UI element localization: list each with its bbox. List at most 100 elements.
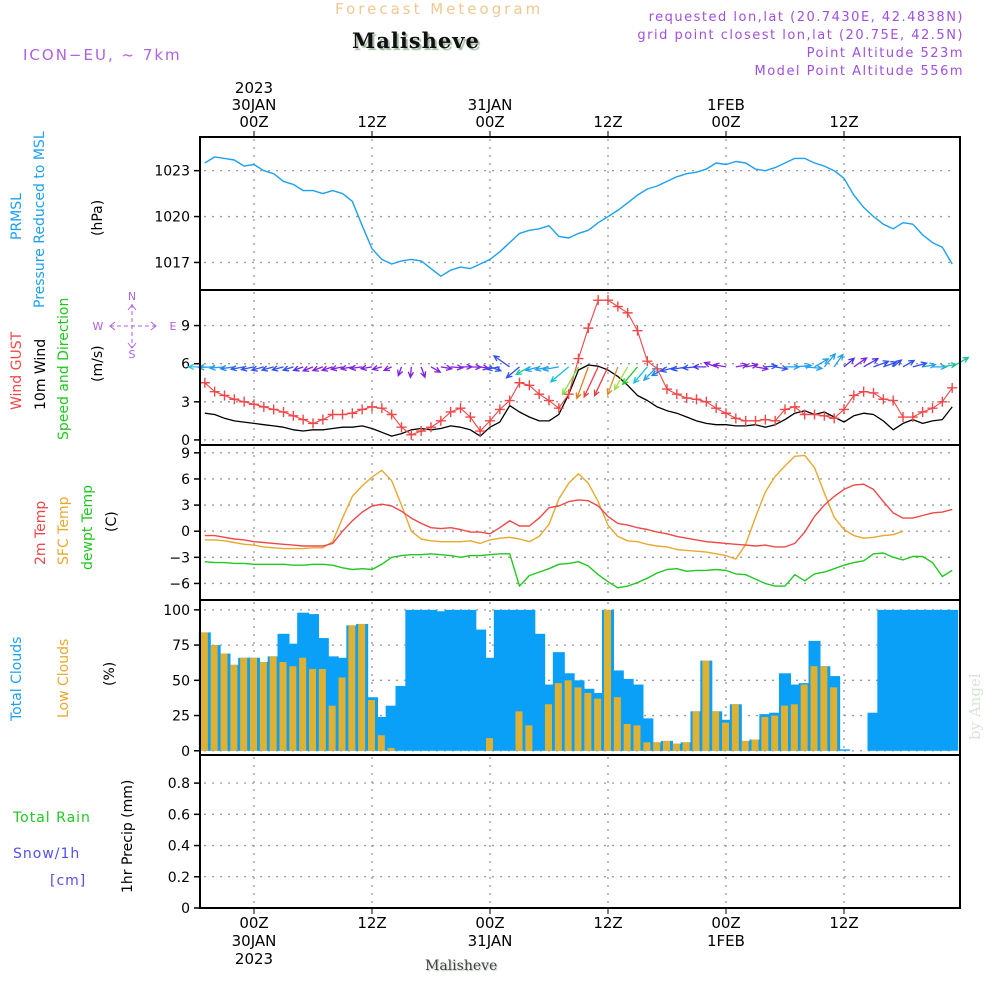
bottom-xtick-label: 31JAN <box>468 932 513 950</box>
wind-arrow <box>703 361 717 368</box>
wind-arrow <box>583 366 599 399</box>
compass-s: S <box>129 348 136 361</box>
low-cloud-bar <box>318 669 326 751</box>
wind-10m-line <box>204 364 953 437</box>
gust-marker <box>927 403 938 414</box>
wind-arrow <box>229 365 245 372</box>
wind-arrow <box>922 362 937 369</box>
low-cloud-bar <box>820 666 828 751</box>
gust-marker <box>898 412 908 423</box>
wind-arrow <box>613 366 629 391</box>
wind-arrow <box>912 361 928 368</box>
wind-arrow <box>371 364 383 372</box>
low-cloud-bar <box>259 662 267 751</box>
wind-arrow <box>489 366 503 373</box>
bottom-xtick-label: 12Z <box>357 914 386 932</box>
clouds-ytick-label: 50 <box>172 673 190 689</box>
gust-marker <box>603 295 613 306</box>
wind-arrow <box>883 360 898 368</box>
total-cloud-bar <box>464 609 477 751</box>
low-cloud-bar <box>525 725 533 751</box>
total-cloud-bar <box>385 705 398 751</box>
wind-arrow <box>359 364 373 372</box>
precip-ytick-label: 0 <box>181 901 190 917</box>
gust-markers <box>199 295 958 440</box>
requested-coords: requested lon,lat (20.7430E, 42.4838N) <box>648 10 964 25</box>
gust-marker <box>317 414 328 425</box>
low-cloud-bar <box>741 740 749 751</box>
gust-marker <box>770 415 781 426</box>
gust-marker <box>386 409 397 420</box>
gust-marker <box>504 395 515 406</box>
low-cloud-bar <box>692 711 700 751</box>
total-cloud-bar <box>946 609 959 751</box>
gust-marker <box>632 325 643 336</box>
compass-w: W <box>93 320 104 333</box>
pressure-ytick-label: 1023 <box>154 164 190 180</box>
total-cloud-bar <box>405 609 418 751</box>
low-cloud-bar <box>751 739 759 751</box>
low-cloud-bar <box>299 657 307 751</box>
gust-marker <box>514 377 525 388</box>
low-cloud-bar <box>515 711 523 751</box>
total-cloud-bar <box>877 609 890 751</box>
wind-arrow <box>823 352 837 368</box>
top-xtick-label: 12Z <box>593 113 622 131</box>
wind-arrow <box>642 366 658 382</box>
gust-marker <box>819 410 830 421</box>
low-cloud-bar <box>387 747 395 751</box>
total-cloud-bar <box>838 749 850 751</box>
top-xtick-label: 00Z <box>475 113 504 131</box>
low-cloud-bar <box>200 632 208 751</box>
gust-marker <box>622 307 633 318</box>
low-cloud-bar <box>830 687 838 751</box>
gust-marker <box>347 408 358 419</box>
wind-ytick-label: 9 <box>181 319 190 335</box>
gust-marker <box>780 404 790 415</box>
total-cloud-bar <box>523 609 536 751</box>
total-cloud-bar <box>533 633 546 751</box>
gust-marker <box>671 389 682 400</box>
pressure-panel-frame <box>199 136 961 291</box>
wind-arrow <box>397 366 404 377</box>
gust-marker <box>839 404 849 415</box>
precip-ytick-label: 0.8 <box>168 776 190 792</box>
wind-arrow <box>281 365 294 372</box>
wind-arrow <box>514 366 530 376</box>
gust-marker <box>258 401 269 412</box>
gust-marker <box>455 403 466 414</box>
low-cloud-bar <box>781 705 788 751</box>
total-cloud-bar <box>484 657 496 751</box>
snow-unit-label: [cm] <box>50 873 87 889</box>
gust-marker <box>367 401 377 412</box>
low-cloud-bar <box>564 680 572 751</box>
low-cloud-bar <box>250 657 257 751</box>
gust-marker <box>809 409 820 420</box>
total-cloud-bar <box>897 609 909 751</box>
bottom-xtick-label: 00Z <box>239 914 268 932</box>
gust-marker <box>760 414 771 425</box>
low-cloud-bar <box>220 653 228 751</box>
gust-marker <box>278 406 289 417</box>
wind-arrow <box>892 359 903 368</box>
gust-marker <box>553 403 564 414</box>
top-xtick-label: 30JAN <box>232 96 277 114</box>
bottom-xtick-label: 00Z <box>711 914 740 932</box>
gust-marker <box>465 412 476 423</box>
low-cloud-bar <box>682 742 690 751</box>
gust-marker <box>435 415 446 426</box>
top-xtick-label: 00Z <box>239 113 268 131</box>
gust-marker <box>376 403 387 414</box>
temperature-ytick-label: −6 <box>169 576 190 592</box>
wind-arrow <box>311 365 324 372</box>
gust-marker <box>612 301 623 312</box>
top-xtick-label: 12Z <box>357 113 386 131</box>
low-cloud-bar <box>269 656 277 751</box>
low-cloud-bar <box>348 625 356 751</box>
wind-arrow <box>755 364 770 372</box>
wind-arrow <box>440 364 454 372</box>
gust-marker <box>229 394 240 405</box>
gust-marker <box>681 392 692 403</box>
wind-arrow <box>843 357 856 368</box>
